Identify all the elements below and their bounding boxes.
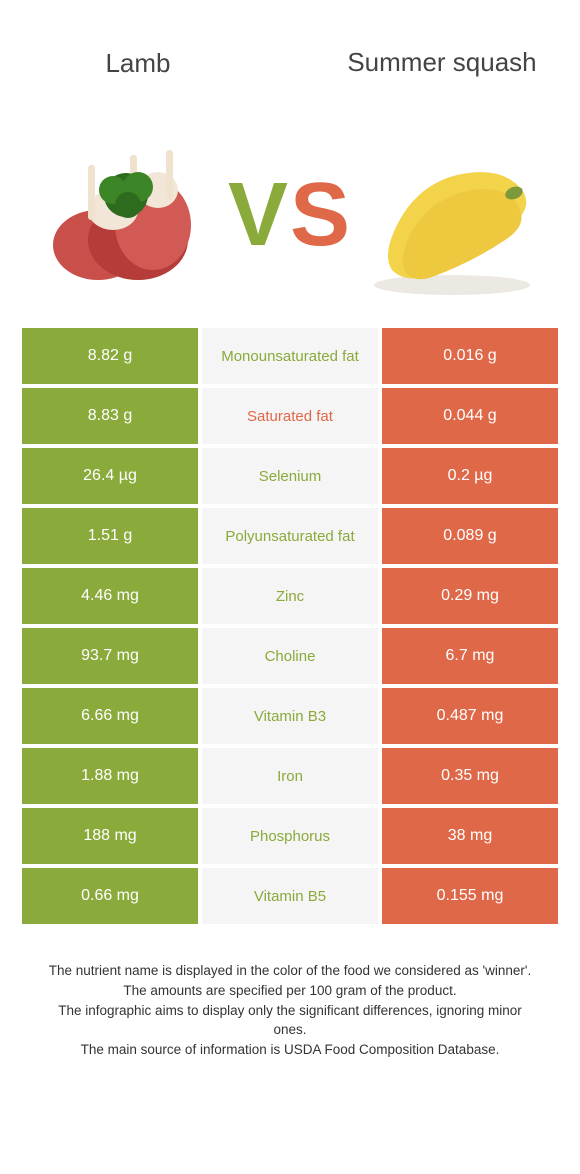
right-value: 0.2 µg (382, 448, 558, 504)
right-value: 6.7 mg (382, 628, 558, 684)
left-value: 1.88 mg (22, 748, 198, 804)
nutrient-label: Saturated fat (202, 388, 378, 444)
left-value: 0.66 mg (22, 868, 198, 924)
table-row: 8.82 gMonounsaturated fat0.016 g (22, 328, 558, 384)
infographic: Lamb Summer squash VS (0, 0, 580, 1061)
footnote-line: The main source of information is USDA F… (40, 1041, 540, 1059)
left-value: 8.83 g (22, 388, 198, 444)
vs-v: V (228, 165, 290, 265)
table-row: 4.46 mgZinc0.29 mg (22, 568, 558, 624)
nutrient-label: Zinc (202, 568, 378, 624)
table-row: 26.4 µgSelenium0.2 µg (22, 448, 558, 504)
vs-s: S (290, 165, 352, 265)
left-food-title: Lamb (38, 48, 238, 79)
images-row: VS (0, 110, 580, 320)
footnote-line: The infographic aims to display only the… (40, 1002, 540, 1038)
table-row: 188 mgPhosphorus38 mg (22, 808, 558, 864)
nutrient-label: Monounsaturated fat (202, 328, 378, 384)
left-value: 188 mg (22, 808, 198, 864)
right-value: 0.044 g (382, 388, 558, 444)
nutrient-label: Choline (202, 628, 378, 684)
nutrient-label: Vitamin B5 (202, 868, 378, 924)
nutrient-label: Iron (202, 748, 378, 804)
right-value: 0.29 mg (382, 568, 558, 624)
table-row: 93.7 mgCholine6.7 mg (22, 628, 558, 684)
nutrient-label: Selenium (202, 448, 378, 504)
footnotes: The nutrient name is displayed in the co… (0, 924, 580, 1061)
header: Lamb Summer squash (0, 0, 580, 110)
right-value: 0.487 mg (382, 688, 558, 744)
squash-image (362, 135, 542, 295)
right-value: 0.155 mg (382, 868, 558, 924)
table-row: 0.66 mgVitamin B50.155 mg (22, 868, 558, 924)
vs-label: VS (228, 170, 352, 260)
table-row: 1.51 gPolyunsaturated fat0.089 g (22, 508, 558, 564)
table-row: 6.66 mgVitamin B30.487 mg (22, 688, 558, 744)
nutrient-label: Phosphorus (202, 808, 378, 864)
left-value: 1.51 g (22, 508, 198, 564)
footnote-line: The nutrient name is displayed in the co… (40, 962, 540, 980)
left-value: 26.4 µg (22, 448, 198, 504)
left-value: 4.46 mg (22, 568, 198, 624)
table-row: 1.88 mgIron0.35 mg (22, 748, 558, 804)
nutrition-table: 8.82 gMonounsaturated fat0.016 g8.83 gSa… (0, 328, 580, 924)
left-value: 93.7 mg (22, 628, 198, 684)
nutrient-label: Polyunsaturated fat (202, 508, 378, 564)
right-food-title: Summer squash (342, 48, 542, 78)
footnote-line: The amounts are specified per 100 gram o… (40, 982, 540, 1000)
lamb-image (38, 135, 218, 295)
table-row: 8.83 gSaturated fat0.044 g (22, 388, 558, 444)
right-value: 0.35 mg (382, 748, 558, 804)
left-value: 8.82 g (22, 328, 198, 384)
right-value: 0.089 g (382, 508, 558, 564)
right-value: 38 mg (382, 808, 558, 864)
left-value: 6.66 mg (22, 688, 198, 744)
nutrient-label: Vitamin B3 (202, 688, 378, 744)
right-value: 0.016 g (382, 328, 558, 384)
